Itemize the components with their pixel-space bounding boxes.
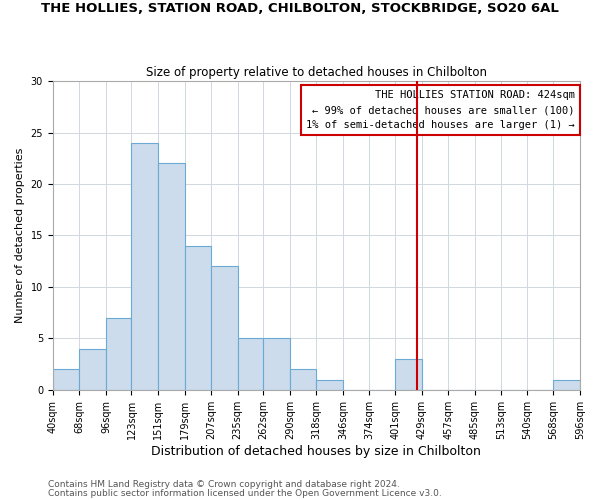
Bar xyxy=(263,338,290,390)
Text: THE HOLLIES STATION ROAD: 424sqm
← 99% of detached houses are smaller (100)
1% o: THE HOLLIES STATION ROAD: 424sqm ← 99% o… xyxy=(306,90,575,130)
Bar xyxy=(316,380,343,390)
Bar xyxy=(131,143,158,390)
Bar xyxy=(290,370,316,390)
X-axis label: Distribution of detached houses by size in Chilbolton: Distribution of detached houses by size … xyxy=(151,444,481,458)
Bar xyxy=(238,338,263,390)
Bar xyxy=(395,359,422,390)
Y-axis label: Number of detached properties: Number of detached properties xyxy=(15,148,25,323)
Bar xyxy=(158,164,185,390)
Bar xyxy=(106,318,131,390)
Bar xyxy=(53,370,79,390)
Text: Contains public sector information licensed under the Open Government Licence v3: Contains public sector information licen… xyxy=(48,489,442,498)
Bar xyxy=(79,348,106,390)
Text: Contains HM Land Registry data © Crown copyright and database right 2024.: Contains HM Land Registry data © Crown c… xyxy=(48,480,400,489)
Text: THE HOLLIES, STATION ROAD, CHILBOLTON, STOCKBRIDGE, SO20 6AL: THE HOLLIES, STATION ROAD, CHILBOLTON, S… xyxy=(41,2,559,16)
Bar xyxy=(211,266,238,390)
Title: Size of property relative to detached houses in Chilbolton: Size of property relative to detached ho… xyxy=(146,66,487,78)
Bar xyxy=(553,380,580,390)
Bar xyxy=(185,246,211,390)
